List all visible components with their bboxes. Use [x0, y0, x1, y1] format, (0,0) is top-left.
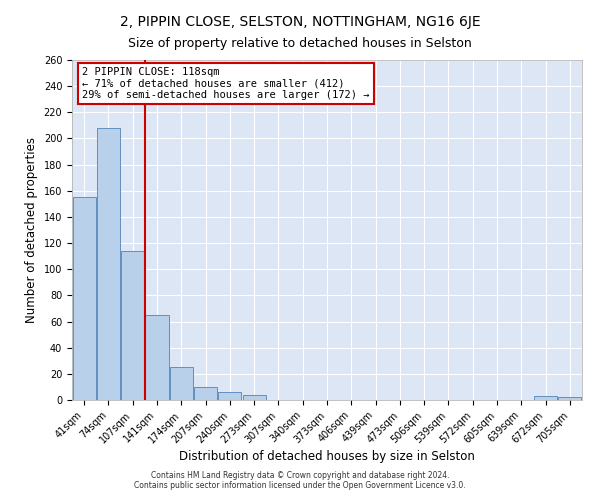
X-axis label: Distribution of detached houses by size in Selston: Distribution of detached houses by size … [179, 450, 475, 464]
Text: Size of property relative to detached houses in Selston: Size of property relative to detached ho… [128, 38, 472, 51]
Bar [73, 198, 95, 400]
Y-axis label: Number of detached properties: Number of detached properties [25, 137, 38, 323]
Bar [194, 387, 217, 400]
Bar [218, 392, 241, 400]
Text: 2, PIPPIN CLOSE, SELSTON, NOTTINGHAM, NG16 6JE: 2, PIPPIN CLOSE, SELSTON, NOTTINGHAM, NG… [119, 15, 481, 29]
Bar [534, 396, 557, 400]
Bar [559, 398, 581, 400]
Text: 2 PIPPIN CLOSE: 118sqm
← 71% of detached houses are smaller (412)
29% of semi-de: 2 PIPPIN CLOSE: 118sqm ← 71% of detached… [82, 67, 370, 100]
Bar [121, 251, 144, 400]
Bar [170, 368, 193, 400]
Text: Contains HM Land Registry data © Crown copyright and database right 2024.
Contai: Contains HM Land Registry data © Crown c… [134, 470, 466, 490]
Bar [145, 315, 169, 400]
Bar [97, 128, 120, 400]
Bar [242, 395, 266, 400]
